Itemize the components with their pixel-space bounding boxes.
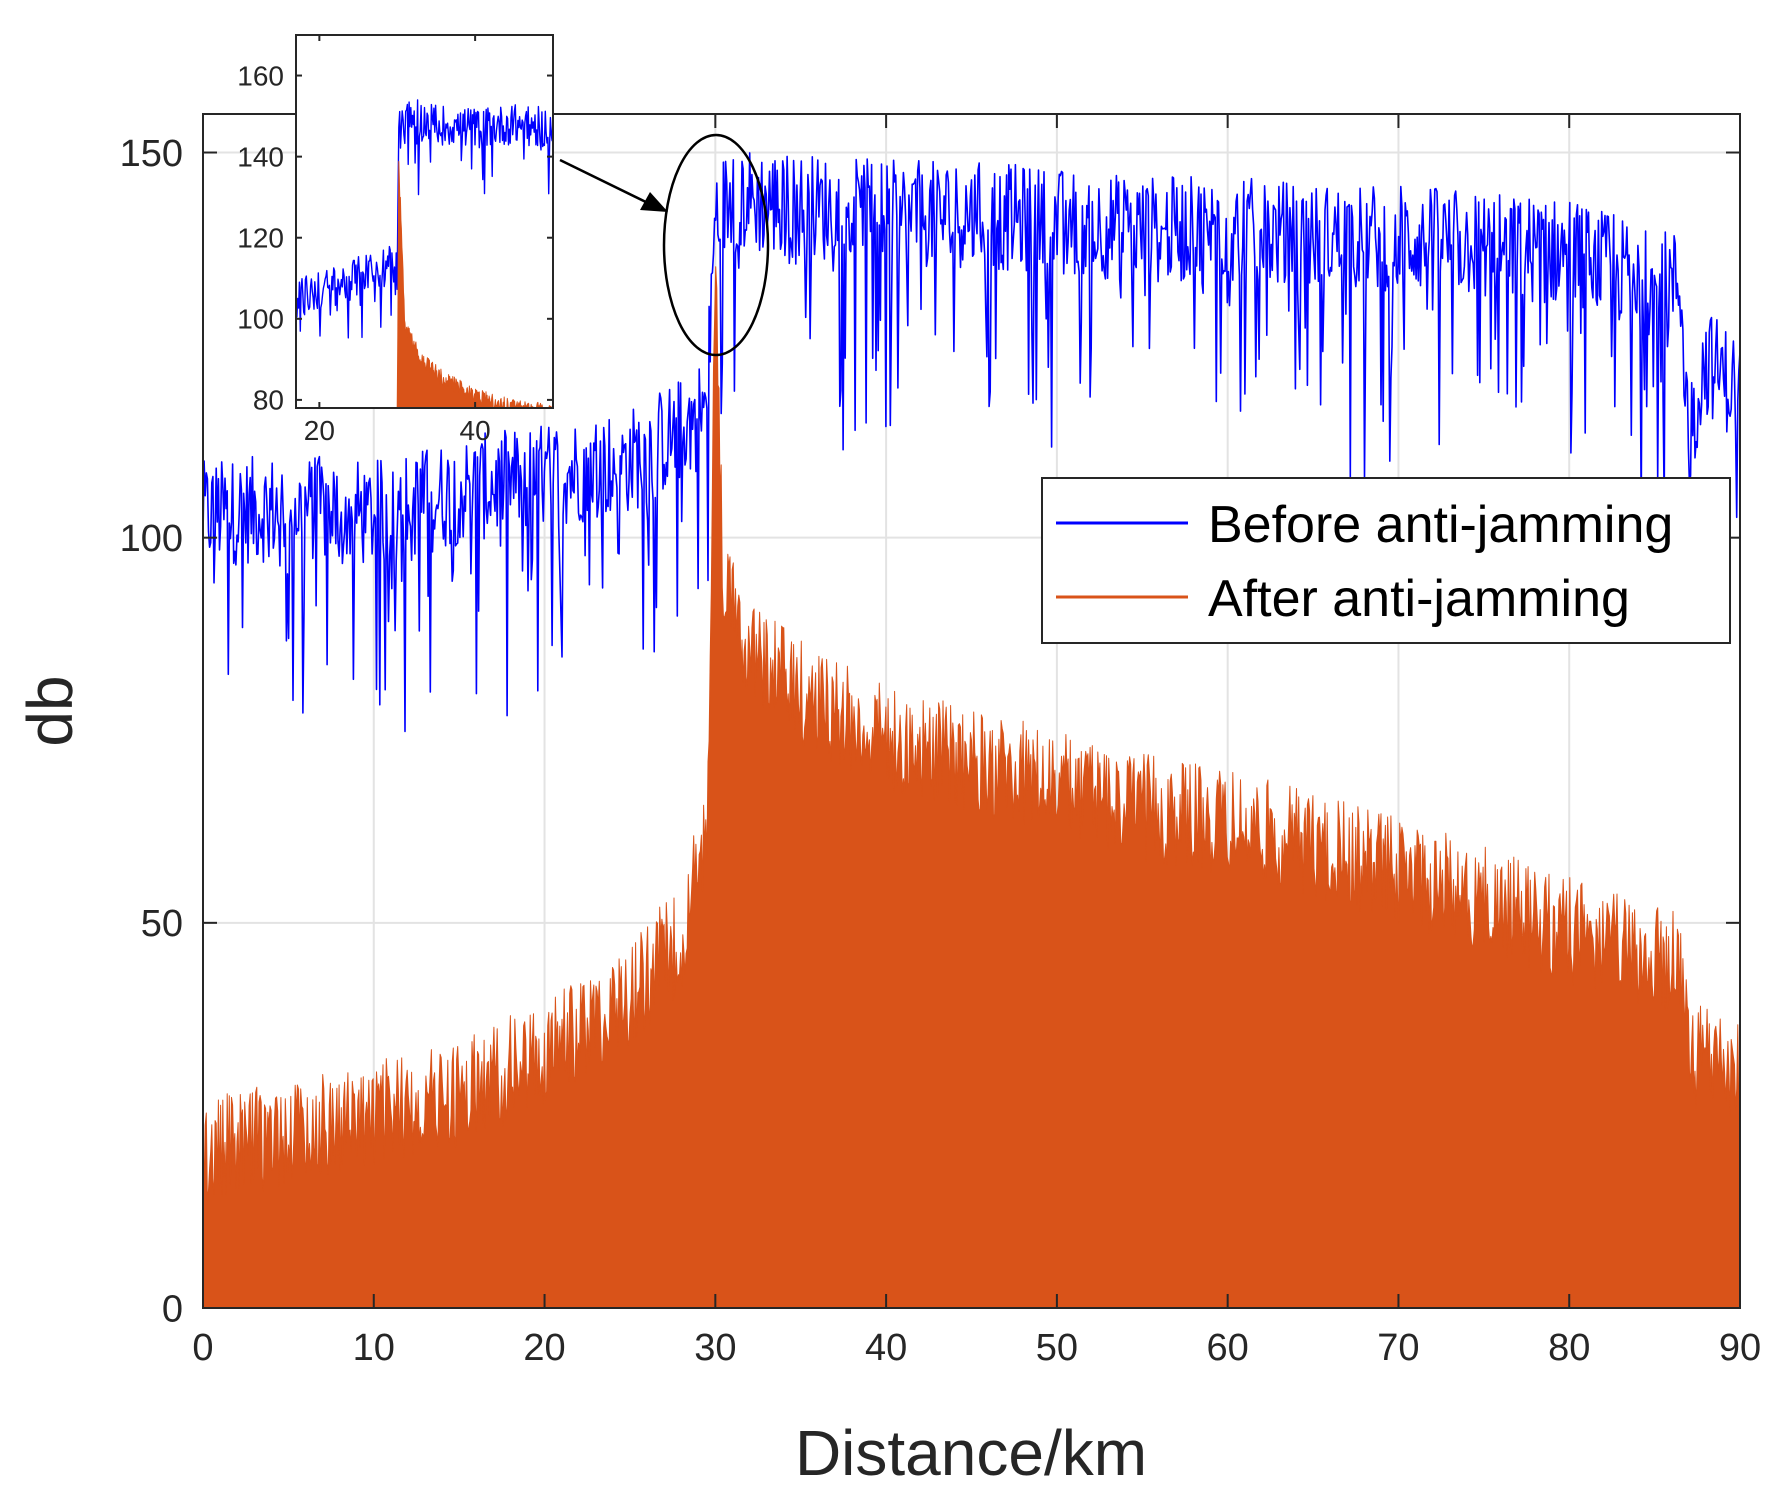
x-tick-label: 40: [865, 1327, 907, 1369]
legend: Before anti-jamming After anti-jamming: [1041, 477, 1731, 644]
main-axes-box: [202, 113, 1741, 1309]
y-tick-label: 50: [141, 903, 183, 945]
x-tick-label: 90: [1719, 1327, 1761, 1369]
zoom-arrow-line: [559, 158, 653, 207]
x-axis-label: Distance/km: [795, 1417, 1147, 1489]
series-area-after-anti-jamming: [202, 266, 1741, 1309]
y-tick-label: 100: [237, 304, 284, 335]
y-tick-label: 160: [237, 60, 284, 91]
y-tick-label: 100: [120, 518, 183, 560]
x-tick-label: 40: [460, 415, 491, 446]
series-line-before-anti-jamming: [202, 152, 1741, 733]
zoom-arrow-head: [640, 192, 668, 212]
zoom-arrow: [559, 158, 668, 212]
x-tick-label: 30: [694, 1327, 736, 1369]
inset-plot: 20 40 80 100 120 140 160: [237, 34, 554, 446]
series-line-before-anti-jamming: [295, 99, 554, 339]
inset-axes-box: [295, 34, 554, 409]
y-tick-label: 80: [253, 385, 284, 416]
x-tick-label: 60: [1207, 1327, 1249, 1369]
inset-background: [296, 35, 553, 408]
legend-label-before: Before anti-jamming: [1208, 496, 1673, 554]
y-tick-label: 150: [120, 133, 183, 175]
legend-box: [1041, 477, 1731, 644]
inset-series-layer: [295, 99, 554, 409]
y-tick-label: 140: [237, 141, 284, 172]
legend-label-after: After anti-jamming: [1208, 570, 1630, 628]
y-axis-label: db: [14, 675, 86, 746]
main-ticks: 0 10 20 30 40 50 60 70 80 90 0 50 100 150: [120, 114, 1761, 1369]
x-tick-label: 50: [1036, 1327, 1078, 1369]
zoom-region-ellipse: [662, 133, 770, 357]
series-area-after-anti-jamming: [396, 161, 554, 409]
x-tick-label: 70: [1377, 1327, 1419, 1369]
main-series-layer: [202, 152, 1741, 1309]
x-tick-label: 20: [304, 415, 335, 446]
x-tick-label: 80: [1548, 1327, 1590, 1369]
y-tick-label: 0: [162, 1288, 183, 1330]
x-tick-label: 20: [523, 1327, 565, 1369]
y-tick-label: 120: [237, 223, 284, 254]
inset-ticks: 20 40 80 100 120 140 160: [237, 35, 553, 446]
x-tick-label: 10: [353, 1327, 395, 1369]
x-tick-label: 0: [192, 1327, 213, 1369]
